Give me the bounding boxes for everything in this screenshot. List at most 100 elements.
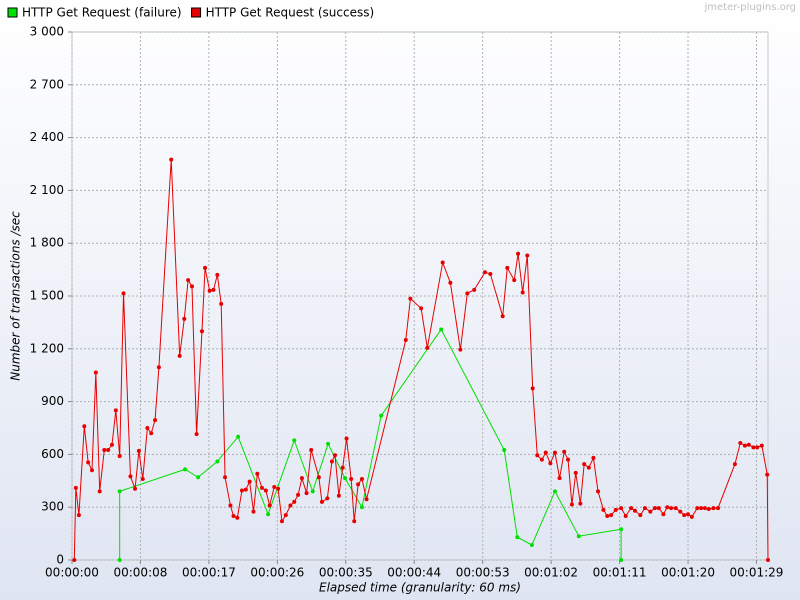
data-point: [695, 506, 700, 511]
data-point: [742, 443, 747, 448]
x-tick-label: 00:00:53: [456, 566, 510, 580]
data-point: [613, 507, 618, 512]
y-tick-label: 300: [41, 500, 64, 514]
data-point: [706, 506, 711, 511]
data-point: [566, 457, 571, 462]
data-point: [512, 278, 517, 283]
data-point: [638, 513, 643, 518]
data-point: [573, 470, 578, 475]
data-point: [552, 450, 557, 455]
data-point: [228, 503, 233, 508]
data-point: [569, 502, 574, 507]
data-point: [440, 260, 445, 265]
data-point: [236, 434, 241, 439]
data-point: [333, 453, 338, 458]
data-point: [263, 488, 268, 493]
data-point: [586, 465, 591, 470]
data-point: [283, 513, 288, 518]
data-point: [117, 454, 122, 459]
data-point: [276, 486, 281, 491]
data-point: [576, 534, 581, 539]
data-point: [500, 314, 505, 319]
data-point: [177, 353, 182, 358]
data-point: [364, 497, 369, 502]
data-point: [379, 413, 384, 418]
data-point: [623, 514, 628, 518]
credit: jmeter-plugins.org: [703, 2, 796, 13]
data-point: [732, 462, 737, 467]
data-point: [145, 426, 150, 430]
x-tick-label: 00:00:44: [387, 566, 441, 580]
data-point: [336, 493, 341, 498]
x-tick-label: 00:00:35: [319, 566, 373, 580]
data-point: [73, 485, 78, 490]
data-point: [196, 475, 201, 480]
data-point: [199, 329, 204, 334]
data-point: [113, 408, 118, 413]
data-point: [136, 448, 141, 453]
data-point: [72, 558, 77, 562]
data-point: [458, 347, 463, 352]
data-point: [89, 468, 94, 473]
data-point: [304, 491, 309, 496]
data-point: [520, 290, 525, 295]
data-point: [751, 445, 756, 450]
x-axis-label: Elapsed time (granularity: 60 ms): [319, 581, 521, 595]
x-tick-label: 00:01:02: [524, 566, 578, 580]
data-point: [219, 301, 224, 306]
y-tick-label: 0: [56, 553, 64, 567]
data-point: [223, 475, 228, 480]
data-point: [472, 287, 477, 292]
data-point: [601, 507, 606, 512]
data-point: [488, 272, 493, 276]
data-point: [106, 448, 111, 452]
data-point: [215, 459, 220, 464]
data-point: [661, 512, 666, 517]
data-point: [359, 477, 364, 482]
data-point: [319, 499, 324, 504]
data-point: [189, 284, 194, 289]
data-point: [530, 386, 535, 391]
data-point: [292, 438, 297, 443]
data-point: [279, 519, 284, 524]
legend-label: HTTP Get Request (failure): [22, 6, 182, 20]
data-point: [247, 479, 252, 484]
data-point: [251, 509, 256, 514]
data-point: [543, 450, 548, 455]
data-point: [343, 476, 348, 481]
data-point: [243, 487, 248, 492]
legend: HTTP Get Request (failure) HTTP Get Reque…: [7, 6, 374, 20]
data-point: [97, 489, 102, 494]
data-point: [578, 501, 583, 506]
data-point: [259, 485, 264, 490]
data-point: [699, 506, 704, 511]
data-point: [408, 296, 413, 301]
data-point: [352, 519, 357, 524]
data-point: [109, 442, 114, 447]
data-point: [340, 465, 345, 470]
data-point: [656, 506, 661, 511]
data-point: [686, 512, 691, 517]
data-point: [310, 489, 315, 494]
x-tick-label: 00:00:00: [45, 566, 99, 580]
data-point: [502, 448, 507, 452]
x-tick-label: 00:00:08: [113, 566, 167, 580]
data-point: [678, 509, 683, 514]
data-point: [211, 287, 216, 292]
data-point: [292, 499, 297, 504]
data-point: [759, 443, 764, 448]
data-point: [766, 558, 770, 562]
data-point: [765, 472, 770, 477]
data-point: [267, 503, 272, 508]
y-tick-label: 2 100: [30, 183, 64, 197]
data-point: [296, 492, 301, 497]
data-point: [183, 467, 188, 472]
data-point: [128, 474, 133, 479]
data-point: [632, 508, 637, 513]
data-point: [619, 527, 624, 532]
data-point: [403, 338, 408, 342]
legend-swatch: [7, 7, 18, 18]
x-tick-label: 00:01:11: [593, 566, 647, 580]
